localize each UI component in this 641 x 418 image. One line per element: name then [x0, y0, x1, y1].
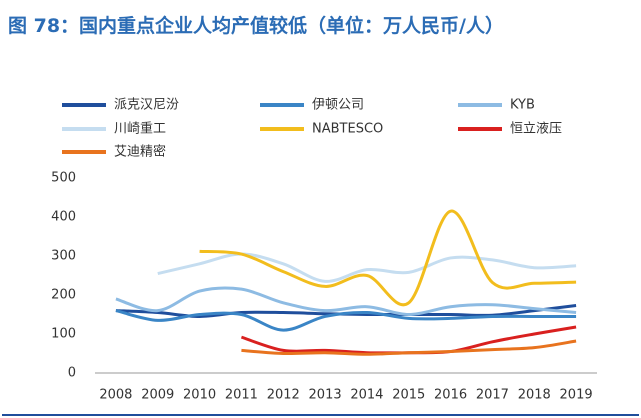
- x-tick-label: 2014: [350, 388, 383, 403]
- x-tick-label: 2015: [392, 388, 425, 403]
- chart-title: 图 78：国内重点企业人均产值较低（单位：万人民币/人）: [8, 15, 504, 37]
- series-line: [115, 309, 577, 332]
- legend-label: 伊顿公司: [312, 98, 364, 113]
- y-tick-label: 0: [68, 366, 76, 381]
- y-tick-label: 300: [51, 249, 76, 264]
- y-tick-label: 500: [51, 171, 76, 186]
- series-line: [199, 209, 577, 307]
- series-line: [241, 339, 577, 356]
- x-tick-label: 2010: [183, 388, 216, 403]
- x-tick-label: 2017: [476, 388, 509, 403]
- x-tick-label: 2009: [141, 388, 174, 403]
- x-tick-label: 2016: [434, 388, 467, 403]
- legend-label: 恒立液压: [510, 122, 562, 137]
- x-tick-label: 2008: [99, 388, 132, 403]
- x-tick-label: 2012: [267, 388, 300, 403]
- x-tick-label: 2013: [309, 388, 342, 403]
- legend-label: 艾迪精密: [114, 144, 166, 160]
- y-tick-label: 100: [51, 327, 76, 342]
- legend-label: 川崎重工: [114, 121, 166, 137]
- legend-label: KYB: [510, 98, 535, 113]
- series-line: [157, 252, 577, 283]
- y-tick-label: 200: [51, 288, 76, 303]
- legend-label: NABTESCO: [312, 122, 383, 137]
- y-tick-label: 400: [51, 210, 76, 225]
- x-tick-label: 2019: [560, 388, 593, 403]
- x-tick-label: 2011: [225, 388, 258, 403]
- x-tick-label: 2018: [518, 388, 551, 403]
- legend-label: 派克汉尼汾: [114, 98, 179, 113]
- series-line: [115, 286, 577, 317]
